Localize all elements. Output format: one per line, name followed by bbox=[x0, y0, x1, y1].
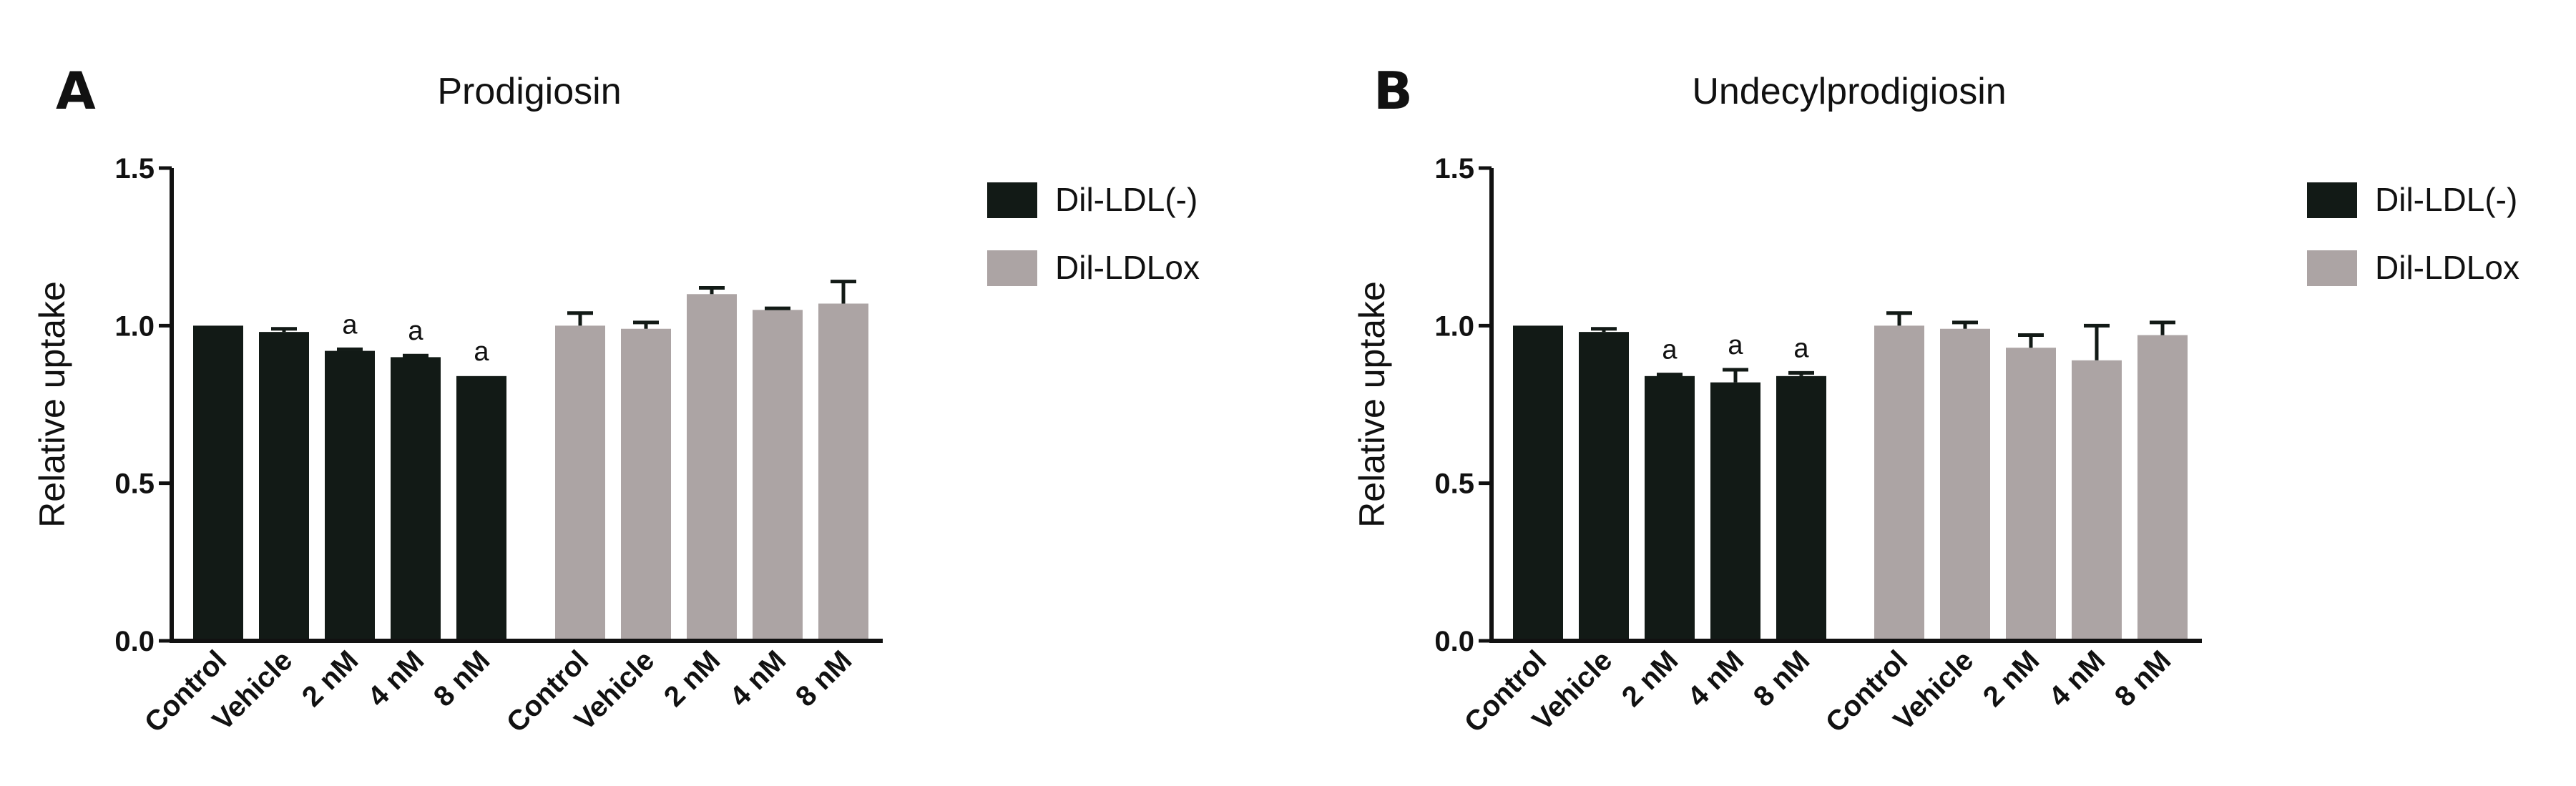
panel-letter: A bbox=[56, 61, 96, 121]
legend-swatch bbox=[2307, 182, 2357, 218]
significance-label: a bbox=[1728, 330, 1743, 360]
bar bbox=[1874, 325, 1924, 641]
x-tick-label: 8 nM bbox=[428, 644, 496, 713]
legend-label: Dil-LDLox bbox=[1055, 249, 1200, 286]
bar bbox=[391, 357, 441, 641]
bar bbox=[456, 375, 506, 641]
bar bbox=[818, 303, 868, 641]
x-tick-label: 2 nM bbox=[658, 644, 727, 713]
significance-label: a bbox=[408, 316, 423, 346]
x-tick-label: 2 nM bbox=[1977, 644, 2046, 713]
bar bbox=[621, 328, 671, 641]
panel-letter: B bbox=[1373, 61, 1413, 121]
x-tick-label: 4 nM bbox=[2043, 644, 2112, 713]
y-tick-label: 1.0 bbox=[114, 310, 155, 342]
x-tick-label: 4 nM bbox=[362, 644, 431, 713]
bar bbox=[1579, 332, 1629, 641]
legend-label: Dil-LDL(-) bbox=[2375, 181, 2517, 218]
y-tick-label: 1.0 bbox=[1434, 310, 1474, 342]
y-tick-label: 0.0 bbox=[1434, 626, 1474, 657]
bar bbox=[1776, 375, 1826, 641]
y-tick-label: 0.5 bbox=[1434, 468, 1474, 500]
y-tick-label: 0.5 bbox=[114, 468, 155, 500]
bar bbox=[2006, 348, 2056, 641]
significance-label: a bbox=[474, 337, 489, 367]
x-tick-label: 8 nM bbox=[1748, 644, 1816, 713]
bar bbox=[259, 332, 309, 641]
chart-title: Prodigiosin bbox=[437, 71, 621, 112]
x-tick-label: 8 nM bbox=[2109, 644, 2178, 713]
bar bbox=[1513, 325, 1563, 641]
bar bbox=[1710, 382, 1760, 641]
bar bbox=[2072, 360, 2122, 641]
legend-swatch bbox=[987, 182, 1037, 218]
y-tick-label: 0.0 bbox=[114, 626, 155, 657]
y-tick-label: 1.5 bbox=[1434, 153, 1474, 185]
x-tick-label: 4 nM bbox=[1682, 644, 1750, 713]
x-tick-label: 4 nM bbox=[724, 644, 793, 713]
x-tick-label: 8 nM bbox=[790, 644, 858, 713]
chart-title: Undecylprodigiosin bbox=[1692, 71, 2006, 112]
y-tick-label: 1.5 bbox=[114, 153, 155, 185]
legend-swatch bbox=[2307, 250, 2357, 286]
legend-label: Dil-LDLox bbox=[2375, 249, 2519, 286]
bar bbox=[2137, 335, 2188, 641]
bar bbox=[325, 350, 375, 641]
bar bbox=[1940, 328, 1990, 641]
x-tick-label: 2 nM bbox=[296, 644, 365, 713]
bar bbox=[687, 294, 737, 641]
bar bbox=[193, 325, 243, 641]
significance-label: a bbox=[1793, 333, 1809, 363]
significance-label: a bbox=[342, 310, 358, 340]
legend-swatch bbox=[987, 250, 1037, 286]
x-tick-label: 2 nM bbox=[1616, 644, 1685, 713]
legend-label: Dil-LDL(-) bbox=[1055, 181, 1198, 218]
y-axis-title: Relative uptake bbox=[32, 281, 72, 528]
bar bbox=[1645, 375, 1695, 641]
bar bbox=[753, 310, 803, 641]
significance-label: a bbox=[1662, 335, 1678, 365]
y-axis-title: Relative uptake bbox=[1352, 281, 1392, 528]
bar bbox=[555, 325, 605, 641]
